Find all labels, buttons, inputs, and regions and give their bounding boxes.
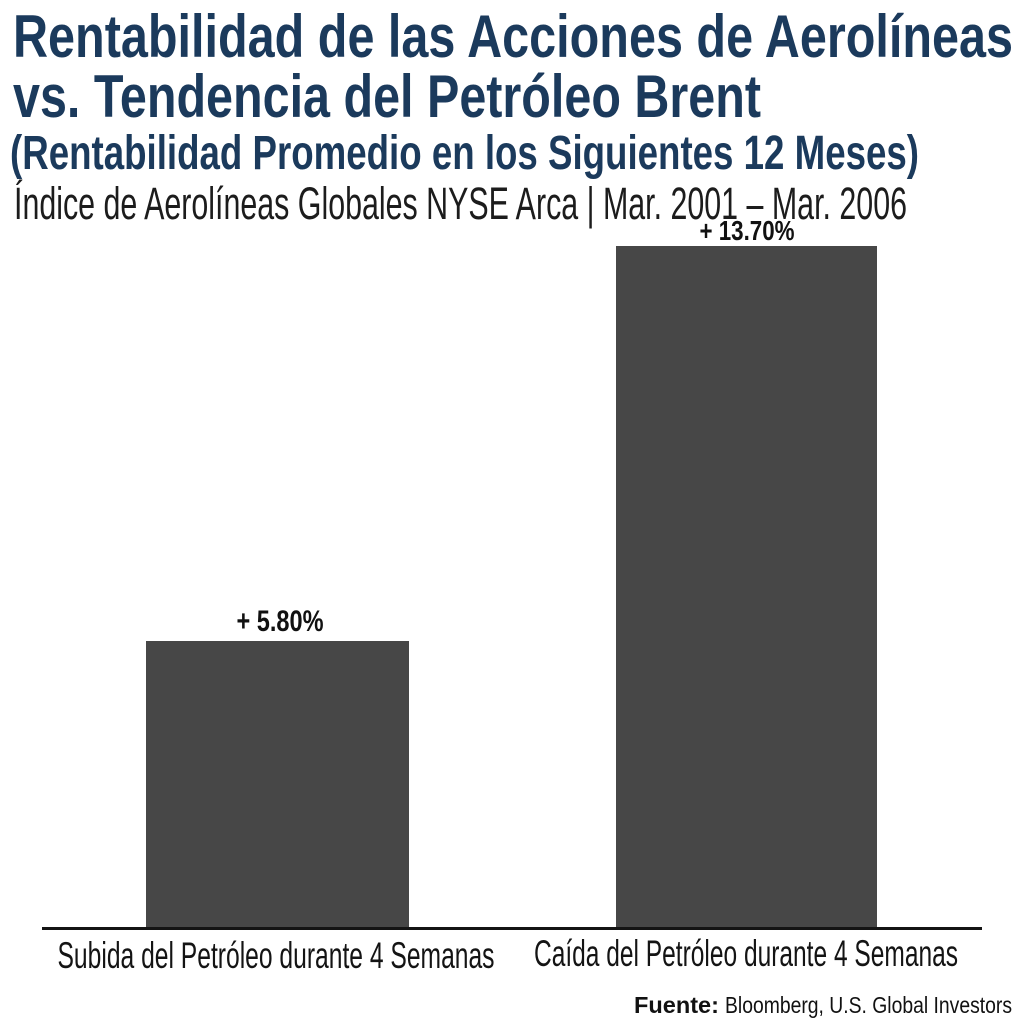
svg-text:Caída del Petróleo durante 4 S: Caída del Petróleo durante 4 Semanas (534, 933, 958, 974)
svg-text:+ 13.70%: + 13.70% (700, 215, 795, 246)
svg-text:Subida del Petróleo durante 4: Subida del Petróleo durante 4 Semanas (58, 935, 495, 976)
svg-text:vs. Tendencia del Petróleo Bre: vs. Tendencia del Petróleo Brent (13, 63, 761, 130)
svg-text:Fuente:: Fuente: (634, 992, 719, 1018)
svg-text:(Rentabilidad Promedio en los: (Rentabilidad Promedio en los Siguientes… (10, 127, 919, 180)
svg-text:Bloomberg, U.S. Global Investo: Bloomberg, U.S. Global Investors (725, 992, 1012, 1018)
svg-text:Rentabilidad de las Acciones d: Rentabilidad de las Acciones de Aerolíne… (13, 3, 1013, 70)
svg-text:+ 5.80%: + 5.80% (237, 605, 324, 638)
svg-text:Índice de Aerolíneas Globales: Índice de Aerolíneas Globales NYSE Arca … (14, 178, 907, 229)
